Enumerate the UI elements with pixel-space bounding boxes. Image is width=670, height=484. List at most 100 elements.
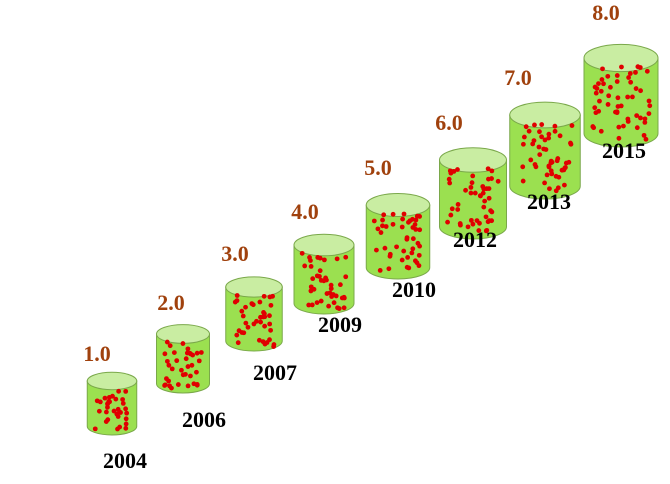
category-label: 2009 <box>318 312 362 337</box>
dot <box>613 109 618 115</box>
dot <box>556 174 562 180</box>
dot <box>445 219 450 225</box>
dot <box>381 212 387 218</box>
dot <box>309 302 315 308</box>
dot <box>541 146 547 152</box>
dot <box>646 98 652 104</box>
dot <box>600 66 605 72</box>
dot <box>111 408 117 414</box>
dot <box>299 250 305 256</box>
dot <box>592 84 598 90</box>
dot <box>481 204 487 210</box>
dot <box>625 116 631 122</box>
cylinder-top <box>509 101 581 129</box>
dot <box>339 295 345 301</box>
dot <box>646 111 652 117</box>
dot <box>169 385 174 391</box>
dot <box>311 286 317 292</box>
dot <box>449 206 455 212</box>
dot <box>638 88 643 94</box>
dot <box>528 157 534 163</box>
dot <box>164 376 169 382</box>
category-label: 2006 <box>182 407 226 432</box>
dot <box>523 124 529 130</box>
dot <box>455 207 461 212</box>
dot <box>615 104 621 109</box>
dot <box>463 187 468 193</box>
dot <box>328 282 334 288</box>
cylinder-body <box>225 286 283 352</box>
dot <box>105 417 111 423</box>
dot <box>378 230 384 235</box>
dot <box>326 303 332 309</box>
dot <box>606 93 612 99</box>
dot <box>598 88 604 94</box>
dot <box>546 135 552 141</box>
cylinder <box>509 101 581 200</box>
dot <box>374 247 379 253</box>
dot <box>268 327 274 333</box>
dot <box>412 258 418 264</box>
dot <box>262 311 267 317</box>
dot <box>643 136 649 142</box>
dot <box>469 180 475 186</box>
cylinder <box>225 276 283 352</box>
dot <box>194 382 200 388</box>
dot <box>194 369 199 375</box>
dot <box>380 223 385 229</box>
dot <box>323 275 328 281</box>
dot <box>257 299 263 305</box>
dot <box>196 358 202 364</box>
dot <box>596 81 601 86</box>
dot <box>477 220 482 226</box>
value-label: 7.0 <box>504 65 532 90</box>
dot <box>495 178 501 184</box>
cylinder <box>86 371 138 436</box>
category-label: 2013 <box>527 189 571 214</box>
dot <box>256 337 262 343</box>
dot <box>110 393 115 399</box>
dot <box>634 113 640 119</box>
dot <box>605 73 611 79</box>
dot <box>415 240 421 246</box>
cylinder-top <box>225 276 283 298</box>
dot <box>489 168 495 174</box>
dot <box>642 119 648 125</box>
dot <box>539 122 545 127</box>
dot <box>310 276 316 282</box>
dot <box>106 398 112 404</box>
dot <box>562 182 567 188</box>
dot <box>483 214 489 220</box>
dot <box>162 351 168 357</box>
cylinder-body <box>86 380 138 436</box>
dot <box>308 263 314 269</box>
dot <box>387 253 393 259</box>
dot <box>185 364 191 369</box>
dot <box>520 178 526 184</box>
dot <box>532 122 537 128</box>
dot <box>271 344 277 349</box>
dot <box>92 426 98 432</box>
dot <box>169 366 175 372</box>
dot <box>183 356 189 362</box>
dot <box>243 304 248 310</box>
dot <box>317 268 323 274</box>
dot <box>557 133 563 139</box>
dot <box>563 160 569 166</box>
dot <box>597 98 602 104</box>
dot <box>470 173 476 179</box>
dot <box>105 404 110 410</box>
dot <box>124 410 130 416</box>
dot <box>472 190 478 196</box>
dot <box>477 193 483 199</box>
cylinder-top <box>583 43 659 73</box>
dot <box>451 168 457 174</box>
dot <box>243 320 249 326</box>
dot <box>520 141 526 147</box>
dot <box>264 340 270 345</box>
dot <box>536 144 542 150</box>
dot <box>489 218 495 224</box>
dot <box>526 128 532 134</box>
dot <box>455 202 461 207</box>
